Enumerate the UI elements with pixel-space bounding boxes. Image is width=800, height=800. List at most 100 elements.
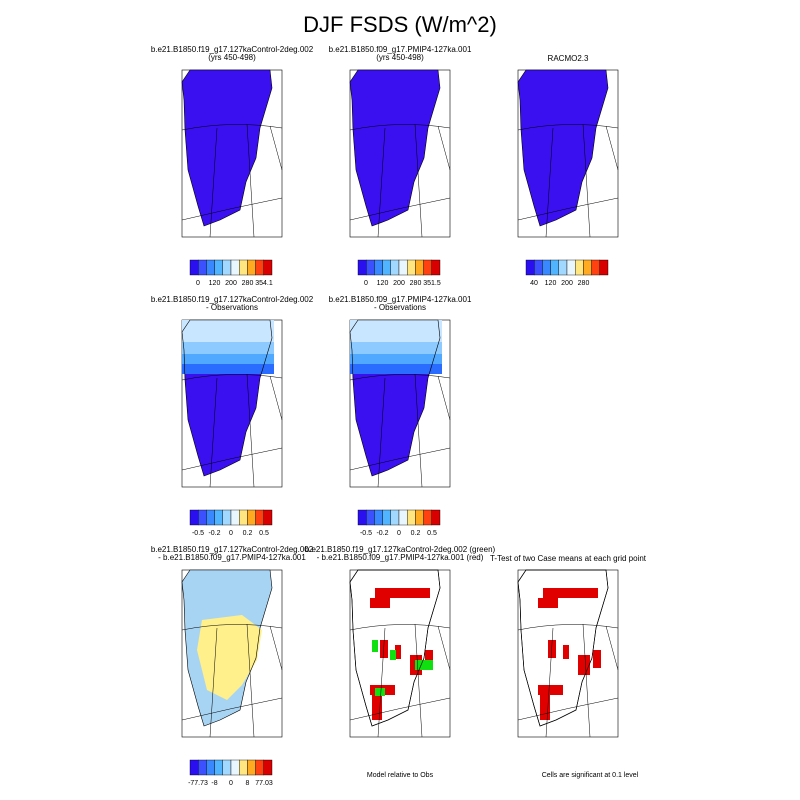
colorbar-swatch	[255, 759, 265, 776]
field-band	[350, 364, 442, 374]
colorbar-swatch	[230, 509, 240, 526]
colorbar-label: -77.73	[188, 780, 208, 787]
coastline	[517, 69, 609, 227]
coastline	[181, 319, 273, 477]
field-band	[182, 364, 274, 374]
sig-cell	[370, 598, 390, 608]
colorbar-label: -0.2	[208, 530, 220, 537]
colorbar-swatch	[542, 259, 551, 276]
colorbar-swatch	[423, 509, 433, 526]
colorbar-swatch	[189, 259, 199, 276]
colorbar-swatch	[189, 509, 199, 526]
colorbar-swatch	[197, 259, 207, 276]
graticule	[517, 123, 619, 238]
colorbar-swatch	[591, 259, 600, 276]
sig-cell	[380, 640, 388, 658]
colorbar-label: 0.5	[427, 530, 437, 537]
sig-cell	[538, 598, 558, 608]
panel-title: - Observations	[374, 303, 426, 312]
field-band	[182, 320, 274, 342]
colorbar-swatch	[566, 259, 576, 276]
coastline	[349, 569, 441, 727]
colorbar-swatch	[238, 259, 248, 276]
colorbar-label: 280	[410, 280, 422, 287]
colorbar-swatch	[214, 509, 224, 526]
colorbar-label: 280	[578, 280, 590, 287]
colorbar-label: -8	[211, 780, 217, 787]
map	[181, 69, 283, 238]
colorbar-label: 0	[229, 530, 233, 537]
colorbar-label: 40	[530, 280, 538, 287]
field-band	[182, 354, 274, 364]
sig-cell	[578, 655, 590, 675]
colorbar-swatch	[382, 509, 392, 526]
colorbar-swatch	[247, 759, 256, 776]
coastline	[181, 569, 273, 727]
colorbar-label: 0.5	[259, 530, 269, 537]
colorbar-swatch	[247, 259, 256, 276]
colorbar-swatch	[525, 259, 535, 276]
colorbar-label: 0	[397, 530, 401, 537]
sig-cell	[372, 695, 382, 720]
panel-title: b.e21.B1850.f19_g17.127kaControl-2deg.00…	[151, 545, 314, 554]
colorbar-label: 354.1	[255, 280, 273, 287]
panel-title: (yrs 450-498)	[376, 53, 424, 62]
sig-cell	[593, 650, 601, 668]
colorbar-swatch	[238, 759, 248, 776]
colorbar-swatch	[550, 259, 559, 276]
colorbar-label: 0	[229, 780, 233, 787]
field-band	[182, 342, 274, 354]
colorbar-swatch	[366, 259, 375, 276]
colorbar-swatch	[382, 259, 392, 276]
colorbar-swatch	[222, 509, 232, 526]
graticule	[349, 123, 451, 238]
colorbar-swatch	[214, 759, 224, 776]
colorbar-swatch	[599, 259, 609, 276]
colorbar-swatch	[247, 509, 256, 526]
colorbar-swatch	[263, 759, 273, 776]
colorbar-swatch	[415, 259, 424, 276]
panel-title: T-Test of two Case means at each grid po…	[490, 554, 647, 563]
map	[349, 69, 451, 238]
colorbar-swatch	[407, 509, 416, 526]
field-band	[350, 354, 442, 364]
map	[181, 319, 283, 488]
colorbar-swatch	[415, 509, 424, 526]
map	[517, 569, 619, 738]
sig-cell	[540, 695, 550, 720]
map	[517, 69, 619, 238]
panel-title: RACMO2.3	[548, 54, 589, 63]
colorbar-swatch	[197, 509, 207, 526]
sig-cell	[543, 588, 598, 598]
note: Model relative to Obs	[367, 772, 434, 779]
panel-title: b.e21.B1850.f19_g17.127kaControl-2deg.00…	[151, 45, 314, 54]
graticule	[181, 123, 283, 238]
colorbar-swatch	[189, 759, 199, 776]
graticule	[349, 623, 451, 738]
field-diff	[197, 615, 262, 700]
colorbar-swatch	[206, 509, 215, 526]
colorbar-swatch	[206, 759, 215, 776]
colorbar-swatch	[357, 259, 367, 276]
map	[349, 319, 451, 488]
note: Cells are significant at 0.1 level	[542, 772, 639, 779]
colorbar-label: 0.2	[243, 530, 253, 537]
colorbar-label: 77.03	[255, 780, 273, 787]
panel-title: - Observations	[206, 303, 258, 312]
colorbar-swatch	[390, 509, 400, 526]
panel-title: b.e21.B1850.f19_g17.127kaControl-2deg.00…	[151, 295, 314, 304]
colorbar-swatch	[390, 259, 400, 276]
field	[182, 70, 272, 226]
graticule	[181, 623, 283, 738]
colorbar-swatch	[575, 259, 584, 276]
colorbar-swatch	[374, 509, 383, 526]
colorbar-label: 0	[364, 280, 368, 287]
colorbar-label: 200	[561, 280, 573, 287]
colorbar-swatch	[374, 259, 383, 276]
colorbar-label: -0.5	[360, 530, 372, 537]
sig-cell	[375, 588, 430, 598]
colorbar-swatch	[255, 259, 265, 276]
colorbar-swatch	[423, 259, 433, 276]
colorbar-swatch	[197, 759, 207, 776]
